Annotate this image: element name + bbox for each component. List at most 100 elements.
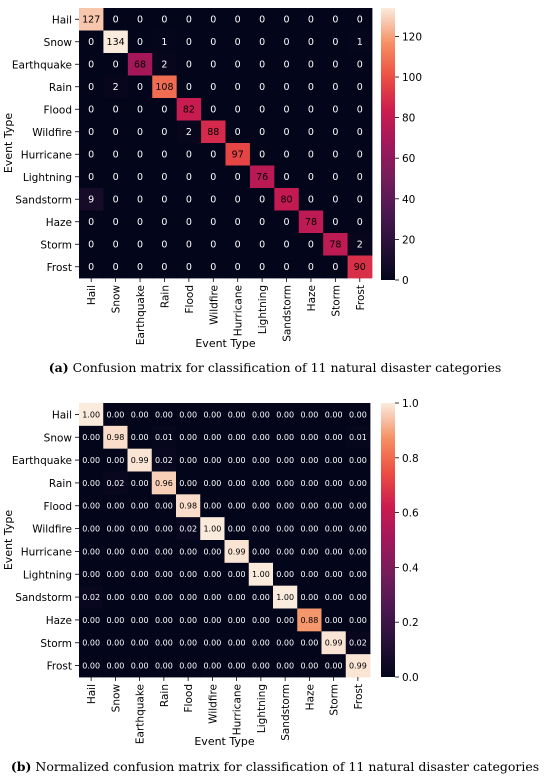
a-cell-label: 0: [259, 105, 265, 116]
b-cell-label: 0.00: [228, 456, 246, 465]
a-cell: [298, 210, 324, 234]
a-cell-label: 0: [332, 172, 338, 183]
b-cell: [103, 585, 128, 609]
b-cell-label: 0.00: [106, 410, 124, 419]
b-cell-label: 0.00: [300, 433, 318, 442]
b-cell-label: 0.00: [179, 433, 197, 442]
a-y-tick-label: Storm: [40, 239, 72, 251]
b-cell-label: 0.00: [203, 639, 221, 648]
b-cell-label: 0.00: [203, 616, 221, 625]
a-y-tick-label: Frost: [47, 262, 72, 274]
b-cell-label: 0.00: [228, 433, 246, 442]
b-cell-label: 0.99: [349, 661, 367, 670]
a-cell-label: 0: [284, 105, 290, 116]
b-cell-label: 0.00: [325, 502, 343, 511]
b-cell: [321, 562, 347, 587]
b-cell-label: 0.99: [325, 639, 343, 648]
a-cell-label: 1: [161, 37, 167, 48]
b-x-tick-label: Snow: [110, 684, 122, 713]
b-cell: [273, 517, 298, 541]
b-cell: [224, 608, 250, 632]
a-cell-label: 0: [357, 15, 363, 26]
a-cell-label: 0: [332, 60, 338, 71]
b-cell: [151, 494, 177, 518]
b-cell-label: 0.00: [106, 456, 124, 465]
b-x-tick-label: Haze: [304, 684, 316, 710]
b-cell-label: 0.00: [131, 524, 149, 533]
b-cell: [200, 654, 225, 678]
b-cell: [200, 425, 225, 450]
b-cell-label: 0.00: [155, 502, 173, 511]
a-cell: [298, 188, 324, 211]
a-colorbar-tick-label: 0: [402, 275, 409, 287]
a-cell-label: 0: [210, 37, 216, 48]
b-x-tick-label: Hail: [86, 684, 98, 704]
a-cell-label: 0: [210, 150, 216, 161]
a-cell-label: 0: [186, 150, 192, 161]
b-cell: [297, 540, 322, 564]
b-cell: [151, 403, 177, 427]
a-cell-label: 0: [259, 217, 265, 228]
b-cell: [176, 562, 201, 587]
b-cell: [103, 654, 128, 678]
b-cell: [321, 517, 347, 541]
b-cell-label: 0.00: [276, 616, 294, 625]
b-cell: [273, 448, 298, 472]
a-cell: [79, 210, 104, 234]
b-cell: [297, 517, 322, 541]
a-cell-label: 0: [88, 105, 94, 116]
caption-b-label: (b): [10, 759, 32, 774]
b-cell-label: 0.00: [82, 524, 100, 533]
b-cell: [248, 403, 274, 427]
b-y-tick-label: Sandstorm: [15, 592, 72, 604]
b-cell: [345, 585, 371, 609]
a-cell-label: 0: [186, 217, 192, 228]
a-cell: [274, 120, 300, 144]
a-cell: [201, 75, 226, 99]
b-cell-label: 0.00: [179, 479, 197, 488]
a-cell: [225, 188, 251, 211]
a-cell: [347, 98, 373, 121]
a-cell: [103, 120, 129, 144]
b-cell-label: 0.00: [228, 524, 246, 533]
b-cell: [103, 631, 128, 655]
a-cell-label: 0: [308, 262, 314, 273]
a-cell: [176, 233, 202, 256]
b-x-tick-label: Flood: [183, 684, 195, 712]
b-cell: [176, 403, 201, 427]
a-cell: [201, 233, 226, 256]
b-cell-label: 0.00: [131, 502, 149, 511]
a-cell: [225, 120, 251, 144]
a-cell-label: 0: [308, 172, 314, 183]
b-cell: [127, 540, 153, 564]
b-cell: [345, 540, 371, 564]
b-cell: [297, 403, 322, 427]
a-cell-label: 0: [235, 240, 241, 251]
b-cell: [176, 471, 201, 495]
b-cell: [224, 654, 250, 678]
b-cell-label: 0.00: [300, 547, 318, 556]
b-cell-label: 0.96: [155, 479, 173, 488]
a-y-axis-title: Event Type: [2, 113, 15, 174]
b-cell-label: 0.00: [131, 616, 149, 625]
caption-a: (a) Confusion matrix for classification …: [0, 360, 550, 375]
a-cell: [79, 53, 104, 76]
b-cell: [224, 540, 250, 564]
b-x-tick-label: Earthquake: [135, 684, 147, 744]
b-cell-label: 0.00: [155, 570, 173, 579]
b-cell: [321, 631, 347, 655]
a-cell: [249, 8, 275, 31]
a-cell: [347, 8, 373, 31]
b-cell-label: 0.00: [276, 433, 294, 442]
b-cell: [224, 403, 250, 427]
b-cell-label: 0.99: [131, 456, 149, 465]
b-cell-label: 0.00: [179, 616, 197, 625]
b-cell-label: 0.00: [276, 547, 294, 556]
a-cell: [323, 75, 348, 99]
b-cell-label: 0.00: [228, 661, 246, 670]
b-cell-label: 0.00: [276, 479, 294, 488]
b-cell: [151, 471, 177, 495]
a-cell-label: 0: [186, 15, 192, 26]
a-cell: [347, 30, 373, 54]
b-cell-label: 0.00: [228, 502, 246, 511]
